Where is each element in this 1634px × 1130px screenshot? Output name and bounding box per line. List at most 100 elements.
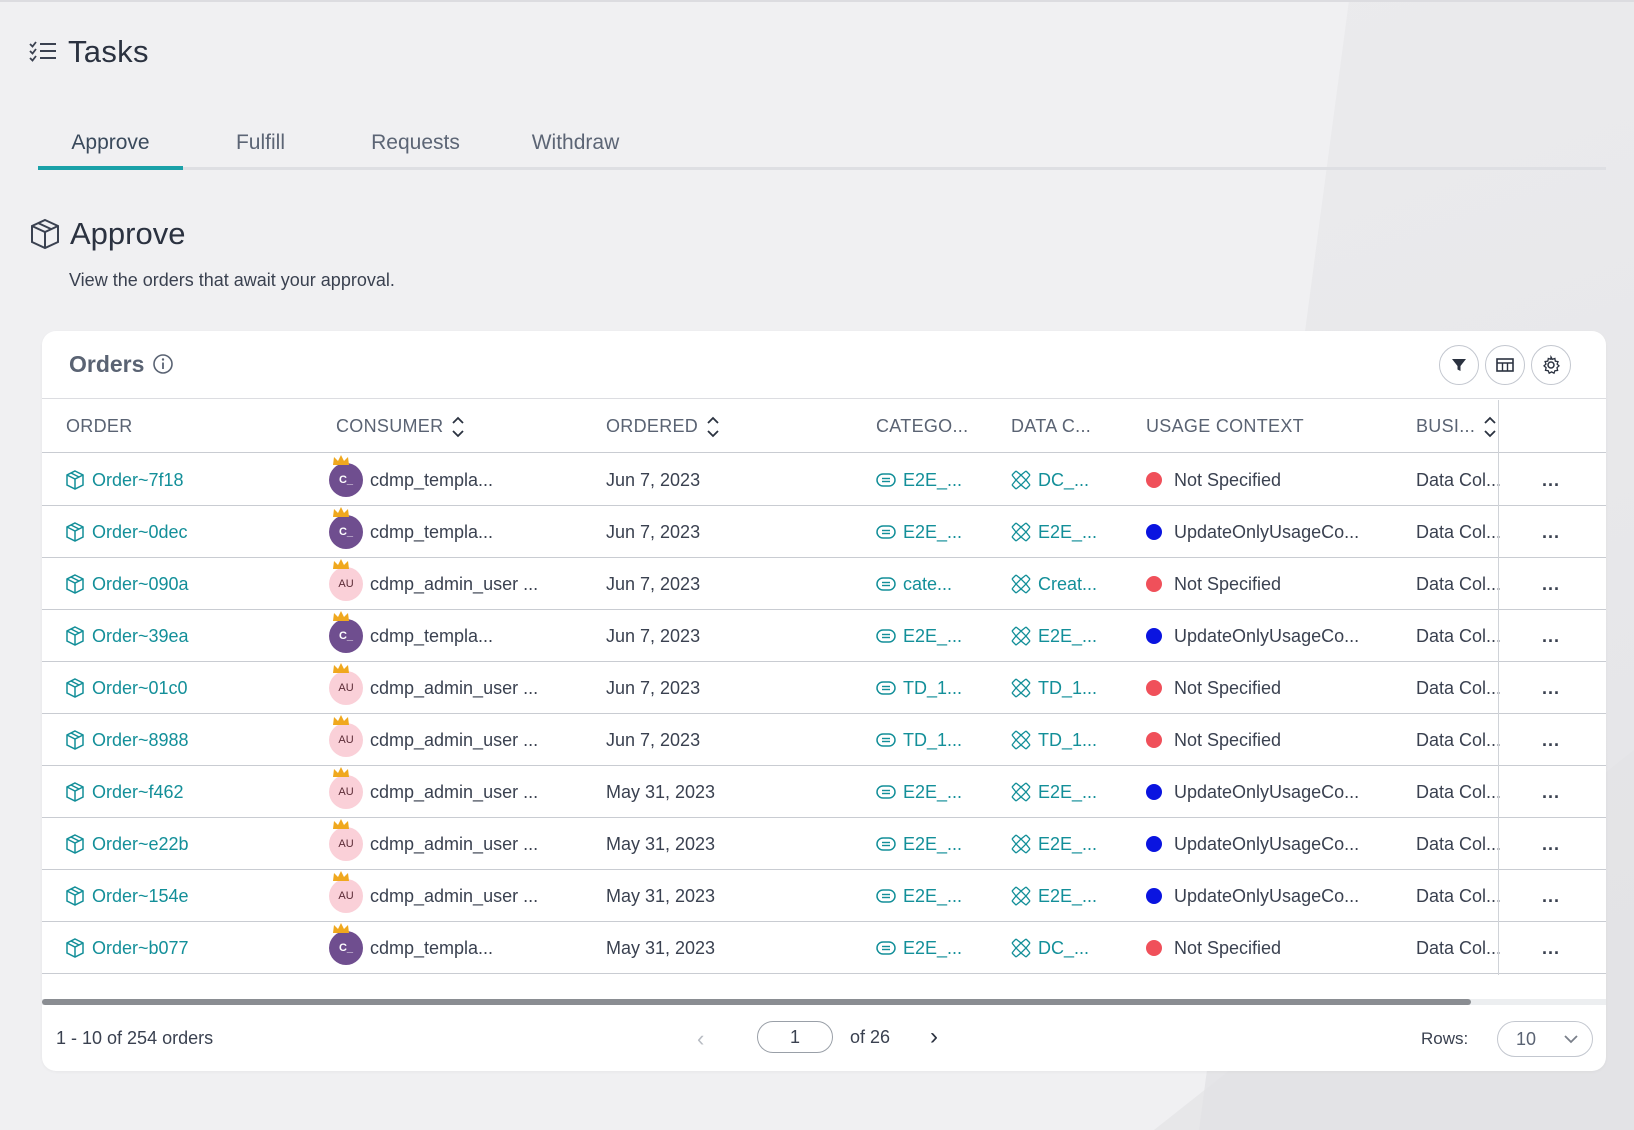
order-id[interactable]: Order~39ea [92,625,189,646]
data-collection-text[interactable]: DC_... [1038,469,1090,490]
category-link[interactable]: E2E_... [875,506,962,558]
order-link[interactable]: Order~7f18 [64,454,184,506]
category-link[interactable]: E2E_... [875,610,962,662]
category-text[interactable]: E2E_... [903,937,963,958]
order-link[interactable]: Order~39ea [64,610,189,662]
category-text[interactable]: TD_1... [903,729,963,750]
category-text[interactable]: TD_1... [903,677,963,698]
category-text[interactable]: E2E_... [903,833,963,854]
category-link[interactable]: E2E_... [875,818,962,870]
row-actions-button[interactable]: ... [1542,922,1560,974]
table-row[interactable]: Order~01c0 AU cdmp_admin_user ... Jun 7, 20… [42,662,1606,714]
category-text[interactable]: E2E_... [903,469,963,490]
table-row[interactable]: Order~0dec C_ cdmp_templa... Jun 7, 2023 E2E… [42,506,1606,558]
settings-button[interactable] [1531,345,1571,385]
order-id[interactable]: Order~b077 [92,937,189,958]
category-link[interactable]: E2E_... [875,766,962,818]
data-collection-text[interactable]: E2E_... [1038,781,1098,802]
order-id[interactable]: Order~f462 [92,781,184,802]
table-row[interactable]: Order~090a AU cdmp_admin_user ... Jun 7, 20… [42,558,1606,610]
category-link[interactable]: TD_1... [875,714,962,766]
data-collection-link[interactable]: TD_1... [1010,714,1097,766]
table-row[interactable]: Order~f462 AU cdmp_admin_user ... May 31, 2… [42,766,1606,818]
data-collection-text[interactable]: E2E_... [1038,885,1098,906]
category-text[interactable]: E2E_... [903,625,963,646]
order-link[interactable]: Order~f462 [64,766,184,818]
data-collection-link[interactable]: TD_1... [1010,662,1097,714]
previous-page-icon[interactable]: ‹ [697,1026,705,1051]
row-actions-button[interactable]: ... [1542,454,1560,506]
table-row[interactable]: Order~39ea C_ cdmp_templa... Jun 7, 2023 E2E… [42,610,1606,662]
data-collection-link[interactable]: E2E_... [1010,766,1097,818]
table-row[interactable]: Order~8988 AU cdmp_admin_user ... Jun 7, 20… [42,714,1606,766]
category-text[interactable]: E2E_... [903,885,963,906]
category-text[interactable]: cate... [903,573,953,594]
order-id[interactable]: Order~154e [92,885,189,906]
category-link[interactable]: E2E_... [875,870,962,922]
row-actions-button[interactable]: ... [1542,766,1560,818]
sort-icon[interactable] [706,414,720,440]
order-link[interactable]: Order~154e [64,870,189,922]
data-collection-link[interactable]: E2E_... [1010,506,1097,558]
row-actions-button[interactable]: ... [1542,506,1560,558]
column-header-order[interactable]: ORDER [66,400,133,453]
info-icon[interactable] [152,353,174,375]
next-page-icon[interactable]: › [930,1023,938,1050]
table-row[interactable]: Order~7f18 C_ cdmp_templa... Jun 7, 2023 E2E… [42,454,1606,506]
row-actions-button[interactable]: ... [1542,818,1560,870]
page-number-input[interactable] [757,1021,833,1053]
column-header-usage-context[interactable]: USAGE CONTEXT [1146,400,1304,453]
order-link[interactable]: Order~0dec [64,506,188,558]
order-link[interactable]: Order~8988 [64,714,189,766]
data-collection-text[interactable]: E2E_... [1038,521,1098,542]
data-collection-link[interactable]: E2E_... [1010,870,1097,922]
data-collection-link[interactable]: E2E_... [1010,818,1097,870]
tab-approve[interactable]: Approve [38,126,183,170]
row-actions-button[interactable]: ... [1542,610,1560,662]
data-collection-link[interactable]: E2E_... [1010,610,1097,662]
table-row[interactable]: Order~e22b AU cdmp_admin_user ... May 31, 2… [42,818,1606,870]
sort-icon[interactable] [1483,414,1497,440]
rows-per-page-select[interactable]: 10 [1497,1021,1593,1057]
data-collection-text[interactable]: E2E_... [1038,833,1098,854]
category-link[interactable]: E2E_... [875,922,962,974]
column-header-ordered[interactable]: ORDERED [606,400,720,453]
data-collection-link[interactable]: DC_... [1010,454,1089,506]
order-link[interactable]: Order~090a [64,558,189,610]
order-id[interactable]: Order~8988 [92,729,189,750]
category-link[interactable]: cate... [875,558,952,610]
order-link[interactable]: Order~01c0 [64,662,188,714]
category-text[interactable]: E2E_... [903,521,963,542]
horizontal-scrollbar[interactable] [42,999,1471,1005]
tab-requests[interactable]: Requests [371,131,460,154]
category-text[interactable]: E2E_... [903,781,963,802]
table-row[interactable]: Order~b077 C_ cdmp_templa... May 31, 2023 E2… [42,922,1606,974]
column-header-business[interactable]: BUSI... [1416,400,1497,453]
row-actions-button[interactable]: ... [1542,714,1560,766]
data-collection-text[interactable]: E2E_... [1038,625,1098,646]
order-link[interactable]: Order~e22b [64,818,189,870]
sort-icon[interactable] [451,414,465,440]
tab-fulfill[interactable]: Fulfill [235,131,285,154]
column-header-consumer[interactable]: CONSUMER [336,400,465,453]
columns-button[interactable] [1485,345,1525,385]
order-link[interactable]: Order~b077 [64,922,189,974]
category-link[interactable]: E2E_... [875,454,962,506]
order-id[interactable]: Order~0dec [92,521,188,542]
order-id[interactable]: Order~7f18 [92,469,184,490]
row-actions-button[interactable]: ... [1542,662,1560,714]
row-actions-button[interactable]: ... [1542,558,1560,610]
category-link[interactable]: TD_1... [875,662,962,714]
column-header-data-collection[interactable]: DATA C... [1011,400,1091,453]
row-actions-button[interactable]: ... [1542,870,1560,922]
data-collection-text[interactable]: TD_1... [1038,677,1098,698]
tab-withdraw[interactable]: Withdraw [531,131,620,154]
data-collection-text[interactable]: TD_1... [1038,729,1098,750]
data-collection-link[interactable]: Creat... [1010,558,1097,610]
data-collection-text[interactable]: Creat... [1038,573,1098,594]
order-id[interactable]: Order~01c0 [92,677,188,698]
table-row[interactable]: Order~154e AU cdmp_admin_user ... May 31, 2… [42,870,1606,922]
data-collection-text[interactable]: DC_... [1038,937,1090,958]
order-id[interactable]: Order~090a [92,573,189,594]
filter-button[interactable] [1439,345,1479,385]
